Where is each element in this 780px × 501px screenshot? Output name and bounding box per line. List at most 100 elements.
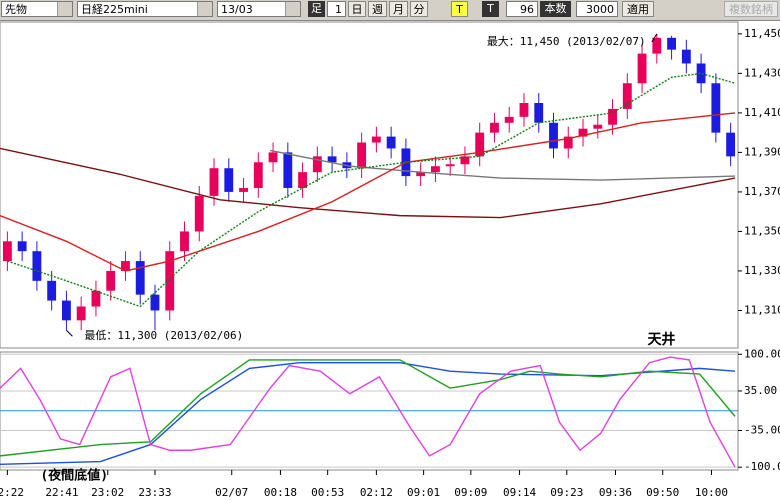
- candle-body: [563, 136, 573, 149]
- candle-body: [61, 300, 71, 321]
- period-button[interactable]: T: [451, 1, 468, 17]
- candle-body: [17, 241, 27, 252]
- series-line: [269, 149, 736, 181]
- series-line: [0, 356, 736, 468]
- candle-body: [504, 116, 514, 123]
- x-tick-label: 10:00: [695, 486, 728, 499]
- candle-body: [32, 251, 42, 281]
- x-tick-label: 09:14: [503, 486, 536, 499]
- period-button[interactable]: 月: [389, 1, 408, 17]
- candle-body: [2, 241, 12, 262]
- candle-body: [681, 49, 691, 64]
- candle-body: [357, 142, 367, 169]
- candle-body: [608, 108, 617, 125]
- x-tick-label: 23:33: [138, 486, 171, 499]
- candle-body: [637, 53, 647, 84]
- candle-body: [416, 172, 426, 177]
- candle-body: [150, 294, 160, 311]
- candle-body: [209, 168, 219, 196]
- price-panel: [0, 21, 739, 349]
- candle-body: [180, 231, 189, 252]
- candle-body: [490, 122, 499, 133]
- candle-body: [386, 136, 396, 149]
- y-tick-label: 11,430: [744, 66, 780, 79]
- x-tick-label: 09:50: [646, 486, 679, 499]
- count-label: 本数: [540, 1, 571, 17]
- candle-body: [578, 128, 588, 137]
- candle-body: [371, 136, 381, 143]
- bar-count[interactable]: 1: [327, 1, 346, 17]
- period-button[interactable]: 分: [410, 1, 428, 17]
- x-tick-label: 02/07: [215, 486, 248, 499]
- multi-button[interactable]: 複数銘柄: [724, 1, 778, 17]
- x-tick-label: 22:22: [0, 486, 24, 499]
- toolbar: 先物 日経225mini 13/03 足 1 日 週 月 分 T T 96 本数…: [0, 0, 780, 21]
- candle-body: [475, 132, 485, 157]
- y-tick-label: 11,310: [744, 303, 780, 316]
- candle-body: [312, 156, 322, 173]
- candle-body: [298, 172, 308, 188]
- candle-body: [519, 103, 529, 117]
- annotation-leader: [66, 329, 73, 337]
- y-tick-label: 11,370: [744, 185, 780, 198]
- candle-body: [194, 195, 204, 232]
- x-tick-label: 00:18: [264, 486, 297, 499]
- contract-select[interactable]: 13/03: [217, 1, 301, 17]
- annotation: (夜間底値): [40, 468, 108, 484]
- candle-body: [135, 261, 145, 295]
- candle-body: [91, 290, 101, 307]
- y-tick-label: -100.0: [744, 460, 780, 473]
- candle-body: [268, 152, 278, 163]
- period-button[interactable]: 週: [368, 1, 387, 17]
- candle-body: [47, 280, 57, 301]
- bar-label: 足: [308, 1, 325, 17]
- y-tick-label: 11,350: [744, 224, 780, 237]
- series-line: [0, 112, 736, 272]
- candle-body: [534, 103, 544, 123]
- tick-count[interactable]: 96: [506, 1, 538, 17]
- annotation: 最大：11,450 (2013/02/07): [487, 34, 646, 48]
- candle-body: [327, 156, 337, 163]
- tick-label: T: [482, 1, 499, 17]
- x-tick-label: 00:53: [311, 486, 344, 499]
- candle-body: [430, 166, 440, 173]
- candle-body: [165, 251, 175, 311]
- candle-body: [622, 83, 632, 109]
- series-line: [0, 147, 736, 219]
- candle-body: [283, 152, 293, 188]
- period-button[interactable]: 日: [348, 1, 366, 17]
- annotation-leader: [651, 33, 658, 43]
- y-tick-label: 11,390: [744, 145, 780, 158]
- apply-button[interactable]: 適用: [622, 1, 654, 17]
- candle-body: [445, 164, 455, 167]
- candle-body: [121, 261, 130, 271]
- symbol-select[interactable]: 日経225mini: [77, 1, 213, 17]
- y-tick-label: 11,410: [744, 106, 780, 119]
- candle-body: [549, 122, 558, 149]
- candle-body: [224, 168, 234, 192]
- candle-body: [253, 162, 263, 188]
- x-tick-label: 23:02: [91, 486, 124, 499]
- x-tick-label: 09:23: [550, 486, 583, 499]
- x-tick-label: 02:12: [360, 486, 393, 499]
- y-tick-label: 11,330: [744, 264, 780, 277]
- annotation: 天井: [647, 331, 675, 348]
- candle-body: [711, 83, 721, 133]
- market-select[interactable]: 先物: [1, 1, 73, 17]
- y-tick-label: 100.00: [744, 347, 780, 360]
- candle-body: [76, 306, 86, 321]
- candle-body: [652, 37, 662, 54]
- count-input[interactable]: 3000: [576, 1, 618, 17]
- candle-body: [696, 63, 706, 84]
- y-tick-label: -35.00: [744, 423, 780, 436]
- candle-body: [460, 156, 470, 165]
- series-line: [7, 72, 736, 308]
- annotation: 最低：11,300 (2013/02/06): [84, 329, 243, 342]
- series-line: [0, 359, 736, 457]
- x-tick-label: 09:01: [407, 486, 440, 499]
- x-tick-label: 09:09: [454, 486, 487, 499]
- y-tick-label: 11,450: [744, 27, 780, 40]
- candle-body: [726, 132, 736, 157]
